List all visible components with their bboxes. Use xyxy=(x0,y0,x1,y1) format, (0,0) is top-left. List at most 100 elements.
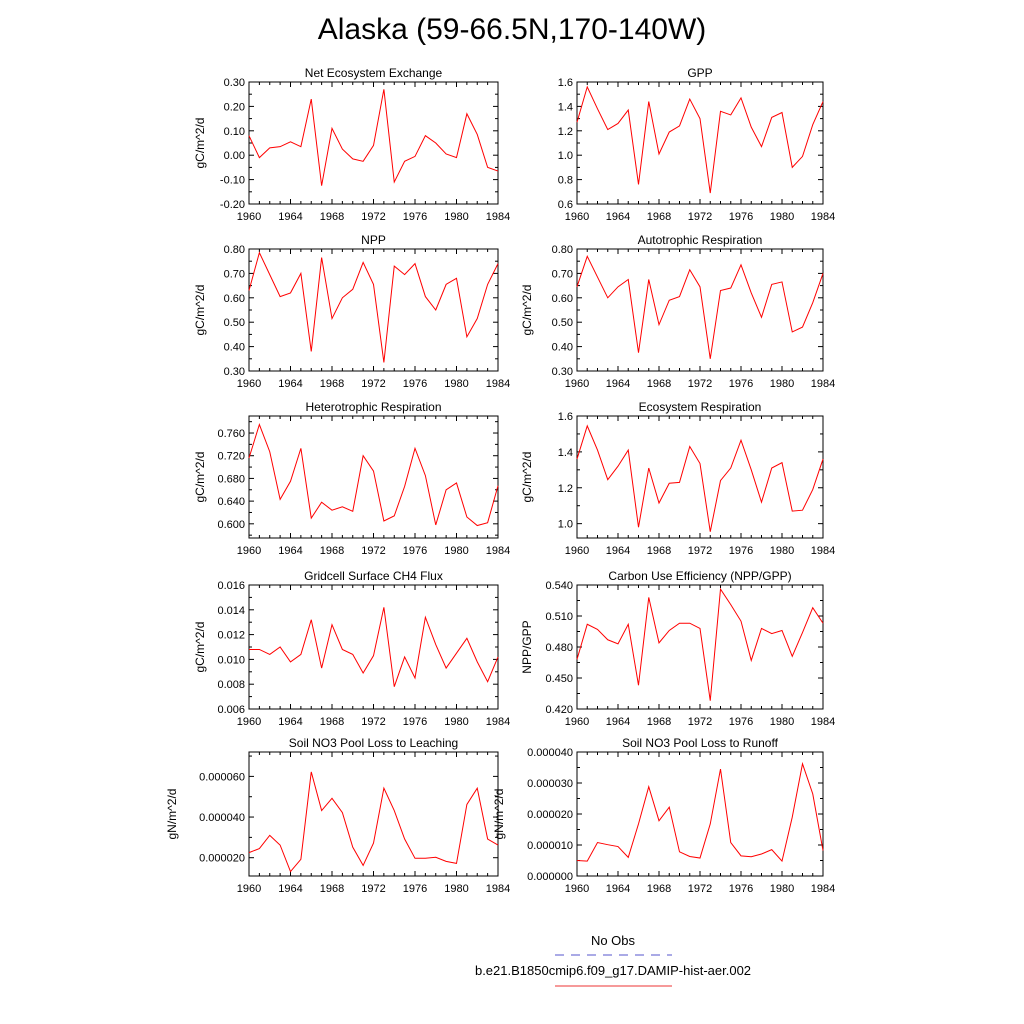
y-axis-label: gC/m^2/d xyxy=(193,118,207,169)
y-tick-label: 0.000030 xyxy=(527,778,573,790)
panel-9: Soil NO3 Pool Loss to Leaching 1960 1964 19… xyxy=(165,736,510,895)
x-tick-label: 1976 xyxy=(403,378,427,390)
y-tick-label: 0.000040 xyxy=(527,747,573,759)
y-tick-label: 0.000040 xyxy=(199,812,245,824)
x-tick-label: 1960 xyxy=(237,716,261,728)
x-tick-label: 1968 xyxy=(320,378,344,390)
y-tick-label: 0.6 xyxy=(558,199,573,211)
panel-4: Autotrophic Respiration 1960 1964 1968 1972 1… xyxy=(520,233,835,390)
y-tick-label: 0.010 xyxy=(217,654,245,666)
y-tick-label: 0.480 xyxy=(545,642,573,654)
plot-frame xyxy=(576,584,824,710)
y-tick-label: 0.30 xyxy=(552,366,573,378)
x-tick-label: 1972 xyxy=(361,545,385,557)
x-tick-label: 1980 xyxy=(770,211,794,223)
panel-title: Soil NO3 Pool Loss to Leaching xyxy=(289,736,458,750)
panel-8: Carbon Use Efficiency (NPP/GPP) 1960 1964 1… xyxy=(520,569,835,728)
y-tick-label: 0.000020 xyxy=(199,853,245,865)
plot-frame xyxy=(248,248,499,372)
panel-5: Heterotrophic Respiration 1960 1964 1968 197… xyxy=(193,400,510,557)
y-tick-label: 0.40 xyxy=(552,342,573,354)
x-tick-label: 1968 xyxy=(647,716,671,728)
x-tick-label: 1960 xyxy=(237,378,261,390)
x-tick-label: 1976 xyxy=(729,211,753,223)
y-axis-label: gN/m^2/d xyxy=(165,789,179,840)
x-tick-label: 1976 xyxy=(729,545,753,557)
panel-title: GPP xyxy=(687,66,712,80)
x-tick-label: 1984 xyxy=(811,716,835,728)
x-tick-label: 1980 xyxy=(444,716,468,728)
y-tick-label: 0.60 xyxy=(224,293,245,305)
x-tick-label: 1972 xyxy=(688,378,712,390)
x-tick-label: 1976 xyxy=(729,378,753,390)
panel-title: Carbon Use Efficiency (NPP/GPP) xyxy=(608,569,791,583)
plot-frame xyxy=(248,415,499,539)
y-tick-label: 0.000060 xyxy=(199,771,245,783)
panel-title: Ecosystem Respiration xyxy=(639,400,762,414)
y-tick-label: 0.510 xyxy=(545,611,573,623)
y-tick-label: -0.20 xyxy=(220,199,245,211)
x-tick-label: 1984 xyxy=(811,883,835,895)
x-tick-label: 1972 xyxy=(361,211,385,223)
series-line xyxy=(248,251,499,363)
y-tick-label: 1.2 xyxy=(558,483,573,495)
x-tick-label: 1984 xyxy=(486,716,510,728)
y-tick-label: 0.420 xyxy=(545,704,573,716)
x-tick-label: 1980 xyxy=(444,211,468,223)
x-tick-label: 1980 xyxy=(444,545,468,557)
x-tick-label: 1984 xyxy=(811,545,835,557)
y-tick-label: 0.20 xyxy=(224,101,245,113)
x-tick-label: 1984 xyxy=(811,378,835,390)
x-tick-label: 1960 xyxy=(565,716,589,728)
y-tick-label: 0.450 xyxy=(545,673,573,685)
panel-title: NPP xyxy=(361,233,386,247)
x-tick-label: 1972 xyxy=(361,716,385,728)
panel-title: Gridcell Surface CH4 Flux xyxy=(304,569,443,583)
y-tick-label: 1.6 xyxy=(558,77,573,89)
y-tick-label: 1.0 xyxy=(558,150,573,162)
y-tick-label: 0.016 xyxy=(217,580,245,592)
x-tick-label: 1960 xyxy=(565,883,589,895)
panel-2: GPP 1960 1964 1968 1972 1976 1980 1984 0.6 0.8 1.0… xyxy=(558,66,836,223)
x-tick-label: 1976 xyxy=(403,883,427,895)
x-tick-label: 1964 xyxy=(606,883,630,895)
x-tick-label: 1960 xyxy=(237,883,261,895)
plot-frame xyxy=(576,415,824,539)
panel-title: Net Ecosystem Exchange xyxy=(305,66,443,80)
x-tick-label: 1964 xyxy=(278,883,302,895)
y-axis-label: gC/m^2/d xyxy=(520,452,534,503)
y-tick-label: 0.006 xyxy=(217,704,245,716)
x-tick-label: 1972 xyxy=(688,716,712,728)
series-line xyxy=(576,761,824,863)
legend-label-obs: No Obs xyxy=(591,933,636,948)
y-tick-label: 0.10 xyxy=(224,126,245,138)
y-tick-label: 0.680 xyxy=(217,473,245,485)
x-tick-label: 1960 xyxy=(237,211,261,223)
x-tick-label: 1960 xyxy=(237,545,261,557)
x-tick-label: 1976 xyxy=(403,545,427,557)
x-tick-label: 1980 xyxy=(770,883,794,895)
y-axis-label: NPP/GPP xyxy=(520,620,534,673)
x-tick-label: 1964 xyxy=(278,716,302,728)
y-tick-label: 0.80 xyxy=(552,244,573,256)
y-tick-label: 1.0 xyxy=(558,519,573,531)
y-tick-label: 1.6 xyxy=(558,411,573,423)
x-tick-label: 1972 xyxy=(361,378,385,390)
y-tick-label: 0.000020 xyxy=(527,809,573,821)
y-axis-label: gN/m^2/d xyxy=(492,789,506,840)
y-axis-label: gC/m^2/d xyxy=(193,452,207,503)
x-tick-label: 1968 xyxy=(320,211,344,223)
panel-6: Ecosystem Respiration 1960 1964 1968 1972 197… xyxy=(520,400,835,557)
panel-1: Net Ecosystem Exchange 1960 1964 1968 1972 19… xyxy=(193,66,510,223)
y-tick-label: 0.540 xyxy=(545,580,573,592)
x-tick-label: 1980 xyxy=(770,545,794,557)
x-tick-label: 1980 xyxy=(770,716,794,728)
y-axis-label: gC/m^2/d xyxy=(520,285,534,336)
plot-frame xyxy=(248,751,499,877)
x-tick-label: 1980 xyxy=(770,378,794,390)
x-tick-label: 1968 xyxy=(647,545,671,557)
y-tick-label: 0.70 xyxy=(224,268,245,280)
x-tick-label: 1972 xyxy=(688,211,712,223)
x-tick-label: 1964 xyxy=(278,211,302,223)
